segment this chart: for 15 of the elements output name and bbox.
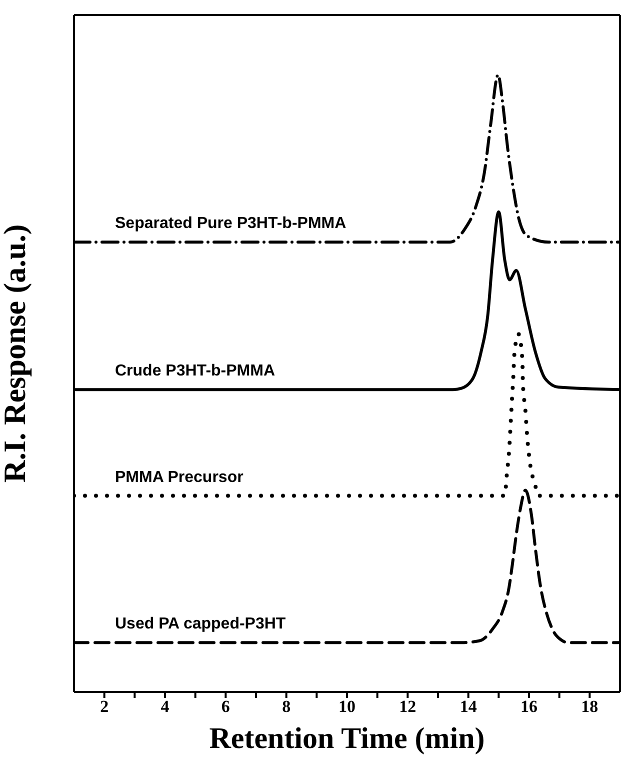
x-tick-label: 12 [399,697,416,716]
x-tick-label: 6 [221,697,230,716]
x-tick-label: 2 [100,697,109,716]
x-tick-label: 16 [520,697,538,716]
x-axis-title: Retention Time (min) [209,722,485,755]
y-axis-title: R.I. Response (a.u.) [0,224,32,483]
x-tick-label: 18 [581,697,598,716]
x-tick-label: 10 [338,697,356,716]
series-label: Used PA capped-P3HT [115,616,286,633]
series-label: PMMA Precursor [115,468,244,486]
x-tick-label: 14 [460,697,478,716]
x-tick-label: 8 [282,697,291,716]
x-tick-label: 4 [160,697,170,716]
series-label: Separated Pure P3HT-b-PMMA [115,215,347,232]
series-label: Crude P3HT-b-PMMA [115,362,276,380]
